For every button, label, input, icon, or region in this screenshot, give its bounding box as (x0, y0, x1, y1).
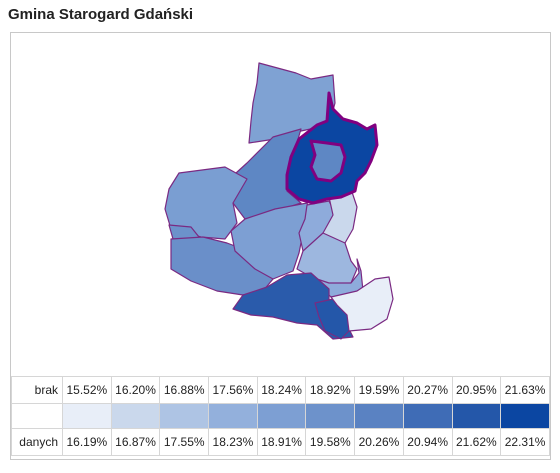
choropleth-map (164, 62, 394, 340)
legend-lower-bound: 18.24% (256, 376, 307, 404)
legend-lower-bound: 20.95% (451, 376, 502, 404)
legend-upper-bound: 19.58% (305, 428, 356, 456)
region-far-south-east[interactable] (330, 276, 394, 332)
legend-upper-bound: 21.62% (451, 428, 502, 456)
legend-swatch (159, 403, 210, 429)
legend-swatch (305, 403, 356, 429)
legend-lower-bound: 18.92% (305, 376, 356, 404)
legend-swatch (402, 403, 453, 429)
legend-upper-bound: 18.91% (256, 428, 307, 456)
legend-upper-bound: 17.55% (159, 428, 210, 456)
map-title: Gmina Starogard Gdański (8, 6, 194, 23)
legend-upper-bound: 20.26% (354, 428, 404, 456)
legend-table: brak 15.52% 16.20% 16.88% 17.56% 18.24% … (11, 376, 550, 456)
legend-empty-cell (11, 403, 63, 429)
legend-swatch (110, 403, 161, 429)
legend-bottom-label: danych (11, 428, 63, 456)
legend-upper-bound: 22.31% (500, 428, 550, 456)
legend-lower-bound: 21.63% (500, 376, 550, 404)
legend-upper-bound: 20.94% (402, 428, 453, 456)
legend-upper-bound: 16.87% (110, 428, 161, 456)
legend-lower-bound: 16.88% (159, 376, 210, 404)
legend-lower-bound: 19.59% (354, 376, 404, 404)
legend-swatch (208, 403, 258, 429)
region-south-west[interactable] (170, 236, 274, 296)
legend-swatch (256, 403, 307, 429)
legend-swatch (451, 403, 502, 429)
legend-lower-bound: 17.56% (208, 376, 258, 404)
legend-swatch (62, 403, 112, 429)
legend-lower-bound: 20.27% (402, 376, 453, 404)
map-frame: brak 15.52% 16.20% 16.88% 17.56% 18.24% … (10, 32, 551, 460)
region-west[interactable] (164, 166, 248, 240)
legend-swatch (500, 403, 550, 429)
region-center[interactable] (230, 202, 312, 280)
legend-upper-bound: 16.19% (62, 428, 112, 456)
legend-lower-bound: 16.20% (110, 376, 161, 404)
region-city[interactable] (309, 139, 347, 183)
legend-lower-bound: 15.52% (62, 376, 112, 404)
legend-upper-bound: 18.23% (208, 428, 258, 456)
legend-swatch (354, 403, 404, 429)
legend-top-label: brak (11, 376, 63, 404)
